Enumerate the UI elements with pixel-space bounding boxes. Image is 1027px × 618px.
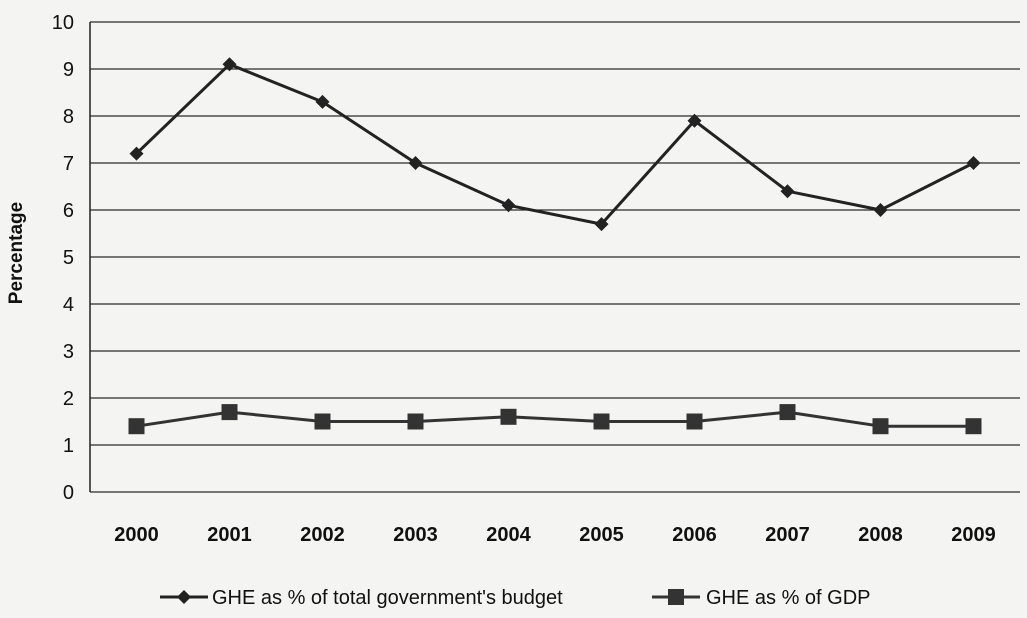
data-point — [128, 418, 145, 435]
data-point — [408, 156, 423, 170]
series-1 — [129, 57, 981, 232]
data-point — [594, 217, 609, 232]
data-point — [873, 203, 888, 217]
series-line — [135, 62, 975, 226]
data-point — [222, 57, 237, 72]
data-point — [779, 404, 796, 421]
y-tick-label: 3 — [63, 341, 74, 363]
y-tick-label: 10 — [52, 12, 74, 34]
x-tick-label: 2005 — [579, 524, 624, 546]
y-tick-label: 1 — [63, 435, 74, 457]
legend-label: GHE as % of total government's budget — [212, 587, 563, 609]
x-tick-labels: 2000 2001 2002 2003 2004 2005 2006 2007 2008 2009 — [114, 524, 996, 546]
x-tick-label: 2000 — [114, 524, 159, 546]
legend-label: GHE as % of GDP — [706, 587, 871, 609]
data-point — [965, 418, 982, 435]
x-tick-label: 2008 — [858, 524, 903, 546]
x-tick-label: 2007 — [765, 524, 810, 546]
data-point — [687, 113, 702, 128]
series-line — [136, 410, 974, 428]
y-axis-label: Percentage — [6, 202, 27, 304]
y-tick-label: 4 — [63, 294, 74, 316]
x-tick-label: 2002 — [300, 524, 345, 546]
data-point — [500, 408, 517, 425]
x-tick-label: 2009 — [951, 524, 996, 546]
data-point — [501, 198, 516, 213]
legend-item-2: GHE as % of GDP — [652, 587, 871, 609]
y-tick-label: 6 — [63, 200, 74, 222]
series-lines — [128, 57, 982, 435]
y-tick-label: 9 — [63, 59, 74, 81]
data-point — [221, 404, 238, 421]
data-point — [315, 94, 330, 109]
legend: GHE as % of total government's budget GHE… — [160, 587, 871, 609]
y-tick-label: 8 — [63, 106, 74, 128]
legend-item-1: GHE as % of total government's budget — [160, 587, 563, 609]
data-point — [686, 413, 703, 430]
data-point — [129, 146, 144, 161]
x-tick-label: 2001 — [207, 524, 252, 546]
data-point — [407, 413, 424, 430]
series-2 — [128, 404, 982, 435]
data-point — [872, 418, 889, 435]
y-tick-labels: 0 1 2 3 4 5 6 7 8 9 10 — [52, 12, 74, 504]
x-tick-label: 2003 — [393, 524, 438, 546]
x-tick-label: 2004 — [486, 524, 531, 546]
legend-marker — [177, 590, 191, 604]
data-point — [593, 413, 610, 430]
x-tick-label: 2006 — [672, 524, 717, 546]
y-tick-label: 5 — [63, 247, 74, 269]
legend-marker — [668, 589, 684, 605]
data-point — [966, 156, 981, 170]
y-tick-label: 0 — [63, 482, 74, 504]
data-point — [780, 184, 795, 199]
data-point — [314, 413, 331, 430]
y-tick-label: 2 — [63, 388, 74, 410]
gridlines — [90, 21, 1020, 493]
y-tick-label: 7 — [63, 153, 74, 175]
